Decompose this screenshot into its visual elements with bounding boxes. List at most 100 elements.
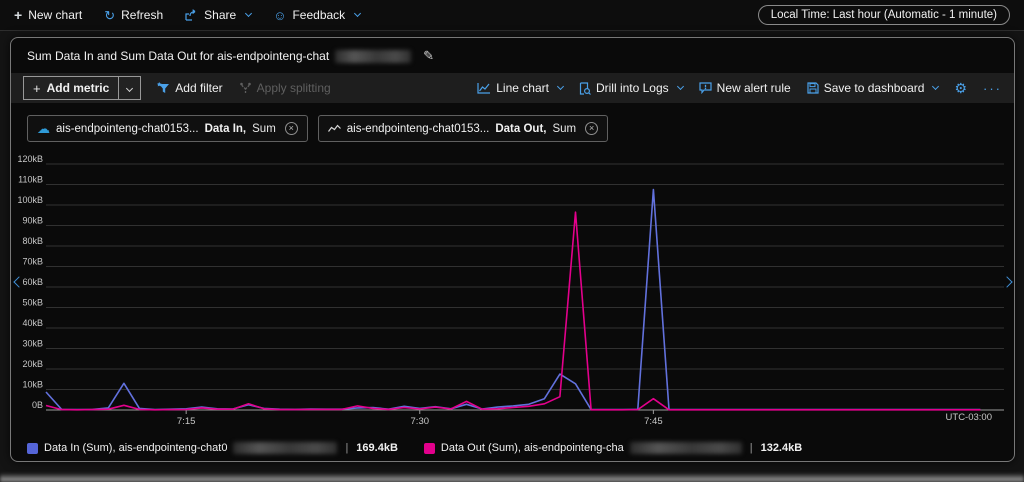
chart-toolbar-left: + Add metric Add filter Apply splitting	[23, 76, 331, 100]
window-bottom-edge	[0, 473, 1024, 482]
new-alert-rule-button[interactable]: New alert rule	[699, 81, 791, 95]
add-metric-dropdown[interactable]	[118, 77, 140, 99]
plus-icon: +	[14, 7, 23, 23]
svg-text:10kB: 10kB	[22, 380, 43, 390]
add-metric-button[interactable]: + Add metric	[24, 77, 118, 99]
svg-text:90kB: 90kB	[22, 216, 43, 226]
chevron-down-icon	[245, 9, 253, 18]
svg-text:70kB: 70kB	[22, 257, 43, 267]
line-chart-icon	[477, 82, 491, 94]
svg-text:7:15: 7:15	[177, 416, 196, 427]
pill-resource: ais-endpointeng-chat0153...	[346, 122, 490, 135]
close-icon[interactable]: ×	[284, 122, 298, 135]
pill-resource: ais-endpointeng-chat0153...	[56, 122, 199, 135]
line-chart-selector[interactable]: Line chart	[477, 81, 564, 95]
chart-title-row: Sum Data In and Sum Data Out for ais-end…	[11, 38, 1014, 66]
pill-aggregation: Sum	[252, 122, 276, 135]
svg-text:80kB: 80kB	[22, 236, 43, 246]
legend-value: 132.4kB	[760, 442, 803, 454]
save-to-dashboard-button[interactable]: Save to dashboard	[807, 81, 940, 95]
share-button[interactable]: Share	[185, 8, 253, 22]
more-options-button[interactable]: ···	[983, 80, 1002, 96]
refresh-button[interactable]: ↻ Refresh	[104, 8, 163, 22]
pill-metric: Data In,	[204, 122, 247, 135]
legend-swatch	[27, 442, 38, 454]
chevron-down-icon	[676, 82, 684, 91]
svg-text:20kB: 20kB	[22, 359, 43, 369]
redacted-resource-name	[233, 442, 338, 454]
metric-line-icon	[327, 124, 341, 133]
chevron-down-icon	[354, 9, 362, 18]
apply-splitting-label: Apply splitting	[256, 81, 331, 95]
svg-text:40kB: 40kB	[22, 318, 43, 328]
pill-metric: Data Out,	[495, 122, 547, 135]
svg-text:7:45: 7:45	[644, 416, 663, 427]
add-filter-label: Add filter	[175, 81, 223, 95]
legend-separator: |	[749, 442, 753, 454]
legend-label: Data Out (Sum), ais-endpointeng-cha	[440, 442, 624, 454]
chevron-down-icon	[556, 82, 564, 91]
feedback-button[interactable]: ☺ Feedback	[273, 7, 362, 23]
svg-text:30kB: 30kB	[22, 339, 43, 349]
chart-toolbar: + Add metric Add filter Apply splitting	[11, 73, 1014, 103]
edit-title-icon[interactable]: ✎	[423, 48, 435, 63]
svg-text:50kB: 50kB	[22, 298, 43, 308]
chevron-down-icon	[126, 84, 134, 92]
command-bar-left: + New chart ↻ Refresh Share ☺ Feedback	[14, 7, 362, 23]
command-bar: + New chart ↻ Refresh Share ☺ Feedback L…	[0, 0, 1024, 31]
chart-area: 0B 10kB 20kB 30kB 40kB 50kB 60kB 70kB 80kB 90kB 10…	[11, 150, 1014, 442]
new-alert-rule-label: New alert rule	[716, 81, 791, 95]
feedback-label: Feedback	[292, 8, 346, 22]
pill-aggregation: Sum	[552, 122, 577, 135]
legend-swatch	[423, 442, 435, 454]
smiley-icon: ☺	[273, 7, 287, 23]
metric-pill-data-in[interactable]: ☁ ais-endpointeng-chat0153... Data In, S…	[27, 115, 308, 142]
legend-item-data-out[interactable]: Data Out (Sum), ais-endpointeng-cha | 13…	[423, 442, 803, 454]
line-chart-label: Line chart	[496, 81, 549, 95]
redacted-resource-name	[629, 442, 742, 454]
add-filter-button[interactable]: Add filter	[157, 81, 223, 95]
share-label: Share	[204, 8, 237, 22]
drill-into-logs-label: Drill into Logs	[595, 81, 669, 95]
chart-title: Sum Data In and Sum Data Out for ais-end…	[27, 49, 330, 63]
timezone-label: UTC-03:00	[945, 412, 992, 423]
cloud-icon: ☁	[37, 120, 50, 136]
add-metric-label: Add metric	[46, 81, 110, 95]
save-to-dashboard-label: Save to dashboard	[823, 81, 925, 95]
new-chart-button[interactable]: + New chart	[14, 8, 82, 22]
alert-bubble-icon	[699, 82, 712, 94]
svg-text:110kB: 110kB	[18, 175, 43, 185]
legend-label: Data In (Sum), ais-endpointeng-chat0	[44, 442, 228, 454]
new-chart-label: New chart	[28, 8, 83, 22]
time-range-button[interactable]: Local Time: Last hour (Automatic - 1 min…	[757, 5, 1010, 25]
svg-text:120kB: 120kB	[17, 154, 43, 164]
metrics-chart-card: Sum Data In and Sum Data Out for ais-end…	[10, 37, 1015, 462]
refresh-icon: ↻	[104, 7, 116, 23]
chart-legend: Data In (Sum), ais-endpointeng-chat0 | 1…	[27, 442, 802, 454]
add-metric-split-button: + Add metric	[23, 76, 142, 100]
legend-separator: |	[345, 442, 349, 454]
svg-text:60kB: 60kB	[22, 277, 43, 287]
legend-item-data-in[interactable]: Data In (Sum), ais-endpointeng-chat0 | 1…	[27, 442, 398, 454]
apply-splitting-button: Apply splitting	[239, 81, 331, 95]
document-search-icon	[579, 81, 591, 95]
chart-toolbar-right: Line chart Drill into Logs New alert rul…	[477, 80, 1002, 97]
chevron-down-icon	[932, 82, 940, 91]
svg-text:100kB: 100kB	[17, 195, 43, 205]
save-icon	[807, 82, 819, 94]
share-icon	[185, 9, 198, 21]
redacted-resource-name	[335, 49, 412, 63]
filter-icon	[157, 82, 170, 94]
legend-value: 169.4kB	[356, 442, 398, 454]
svg-text:7:30: 7:30	[411, 416, 430, 427]
refresh-label: Refresh	[121, 8, 164, 22]
split-icon	[239, 82, 252, 94]
svg-text:0B: 0B	[32, 400, 43, 410]
drill-into-logs-button[interactable]: Drill into Logs	[579, 81, 684, 95]
metric-pill-data-out[interactable]: ais-endpointeng-chat0153... Data Out, Su…	[317, 115, 609, 142]
metric-pills-row: ☁ ais-endpointeng-chat0153... Data In, S…	[11, 103, 1014, 146]
plus-icon: +	[33, 80, 41, 96]
gear-icon[interactable]: ⚙	[954, 79, 967, 96]
line-chart-plot[interactable]: 0B 10kB 20kB 30kB 40kB 50kB 60kB 70kB 80kB 90kB 10…	[11, 150, 1014, 442]
close-icon[interactable]: ×	[585, 122, 599, 135]
